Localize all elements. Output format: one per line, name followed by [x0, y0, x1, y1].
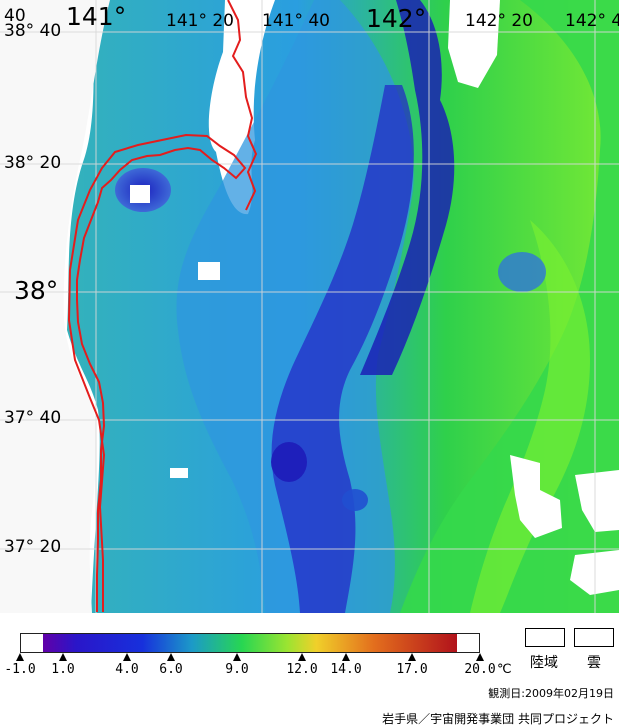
- land-legend-label: 陸域: [530, 655, 558, 671]
- cloud-legend-swatch: [574, 628, 614, 647]
- latitude-label-37-40: 37° 40: [4, 408, 62, 428]
- warm-highlight: [470, 220, 590, 613]
- tick-mark-20-0: [476, 653, 484, 661]
- land-mask-north: [208, 0, 275, 215]
- map-grid: [0, 0, 619, 613]
- colorbar-label-17-0: 17.0: [396, 662, 428, 677]
- longitude-label-142-20: 142° 20: [465, 11, 533, 31]
- legend-area: -1.0 1.0 4.0 6.0 9.0 12.0 14.0 17.0 20.0…: [0, 613, 619, 726]
- cloud-patch-bay: [130, 185, 150, 203]
- tick-mark-17-0: [408, 653, 416, 661]
- coastline: [67, 133, 247, 612]
- longitude-label-left: 40: [4, 6, 26, 26]
- cloud-patch-1: [510, 455, 562, 538]
- tick-mark-4-0: [123, 653, 131, 661]
- cloud-legend-label: 雲: [587, 655, 601, 671]
- cold-eddy-south: [271, 442, 307, 482]
- cloud-patch-center: [198, 262, 220, 280]
- land-legend-swatch: [525, 628, 565, 647]
- cloud-patch-sw: [170, 468, 188, 478]
- colorbar-label-4-0: 4.0: [115, 662, 139, 677]
- north-cold-tongue: [360, 0, 455, 375]
- tick-mark-14-0: [342, 653, 350, 661]
- north-coastline: [227, 0, 258, 211]
- small-cold-eddy: [342, 489, 368, 511]
- longitude-label-142-40: 142° 40: [565, 11, 619, 31]
- tick-mark-1-0: [59, 653, 67, 661]
- longitude-label-141-40: 141° 40: [262, 11, 330, 31]
- colorbar-label-6-0: 6.0: [159, 662, 183, 677]
- colorbar-label-14-0: 14.0: [330, 662, 362, 677]
- latitude-label-38-20: 38° 20: [4, 153, 62, 173]
- sea-surface-temperature-map: 40 141° 141° 20 141° 40 142° 142° 20 142…: [0, 0, 619, 613]
- colorbar-label-1-0: 1.0: [51, 662, 75, 677]
- map-canvas: [0, 0, 619, 613]
- cloud-patch-north: [448, 0, 500, 88]
- latitude-label-38: 38°: [14, 276, 59, 305]
- eastern-cold-eddy: [498, 252, 546, 292]
- longitude-label-141: 141°: [66, 2, 127, 31]
- tick-mark-9-0: [233, 653, 241, 661]
- latitude-label-38-40: 38° 40: [4, 21, 62, 41]
- colorbar-tick-row: [0, 653, 619, 665]
- colorbar-label--1-0: -1.0: [4, 662, 36, 677]
- longitude-label-142: 142°: [366, 4, 427, 33]
- project-credit: 岩手県／宇宙開発事業団 共同プロジェクト: [382, 712, 614, 726]
- temperature-unit: ℃: [497, 662, 512, 677]
- central-blue-band: [176, 0, 414, 613]
- longitude-label-141-20: 141° 20: [166, 11, 234, 31]
- tick-mark--1-0: [16, 653, 24, 661]
- temperature-colorbar: [20, 633, 480, 653]
- tick-mark-6-0: [167, 653, 175, 661]
- latitude-label-37-20: 37° 20: [4, 537, 62, 557]
- colorbar-label-9-0: 9.0: [225, 662, 249, 677]
- cloud-patch-2: [575, 470, 619, 532]
- left-land-overlay: [0, 0, 110, 613]
- cold-current-band: [271, 85, 414, 613]
- tick-mark-12-0: [298, 653, 306, 661]
- colorbar-label-12-0: 12.0: [286, 662, 318, 677]
- colorbar-label-20-0: 20.0: [464, 662, 496, 677]
- observation-date: 観測日:2009年02月19日: [488, 687, 614, 700]
